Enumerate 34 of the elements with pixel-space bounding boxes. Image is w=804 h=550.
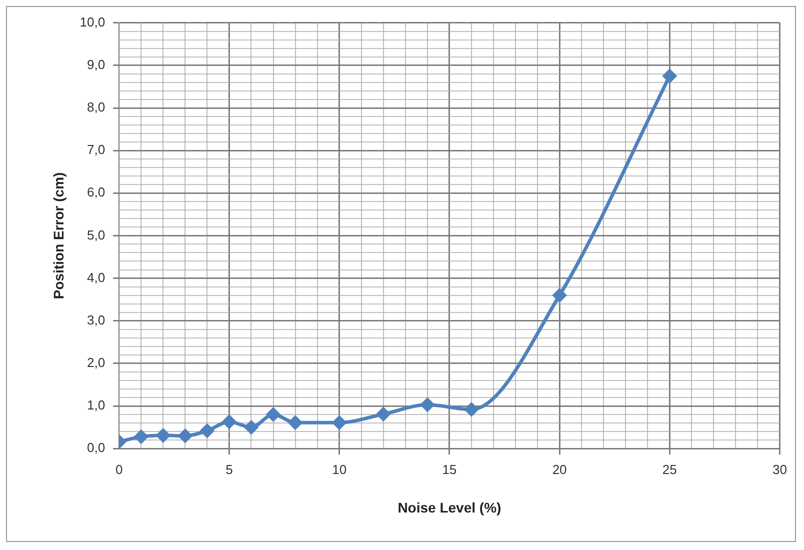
point (662, 69, 676, 83)
y-tick-label: 5,0 (87, 227, 106, 242)
point (552, 288, 566, 302)
y-tick-label: 3,0 (87, 312, 106, 328)
x-tick-label: 25 (662, 462, 677, 477)
y-axis-title: Position Error (cm) (50, 172, 66, 300)
x-tick-label: 0 (115, 462, 123, 477)
point (222, 415, 236, 429)
point (134, 430, 148, 444)
point (266, 408, 280, 422)
y-tick-label: 0,0 (87, 440, 106, 456)
x-tick-label: 10 (332, 462, 347, 477)
y-tick-label: 1,0 (87, 398, 106, 413)
x-tick-label: 5 (226, 462, 233, 477)
point (332, 416, 346, 430)
y-tick-label: 9,0 (87, 56, 106, 72)
y-tick-label: 2,0 (87, 355, 106, 370)
x-axis-title: Noise Level (%) (398, 499, 502, 516)
point (200, 424, 214, 438)
point (244, 420, 258, 434)
point (376, 407, 390, 421)
y-tick-label: 4,0 (87, 270, 106, 285)
point (464, 402, 478, 416)
x-tick-label: 20 (552, 462, 567, 477)
x-tick-label: 15 (442, 462, 457, 477)
point (420, 398, 434, 412)
y-tick-label: 10,0 (80, 14, 106, 30)
point (178, 429, 192, 443)
y-tick-label: 6,0 (87, 184, 106, 200)
point (156, 428, 170, 442)
point (288, 416, 302, 430)
y-tick-label: 8,0 (87, 100, 106, 115)
y-tick-label: 7,0 (87, 142, 106, 158)
x-tick-label: 30 (772, 462, 788, 477)
